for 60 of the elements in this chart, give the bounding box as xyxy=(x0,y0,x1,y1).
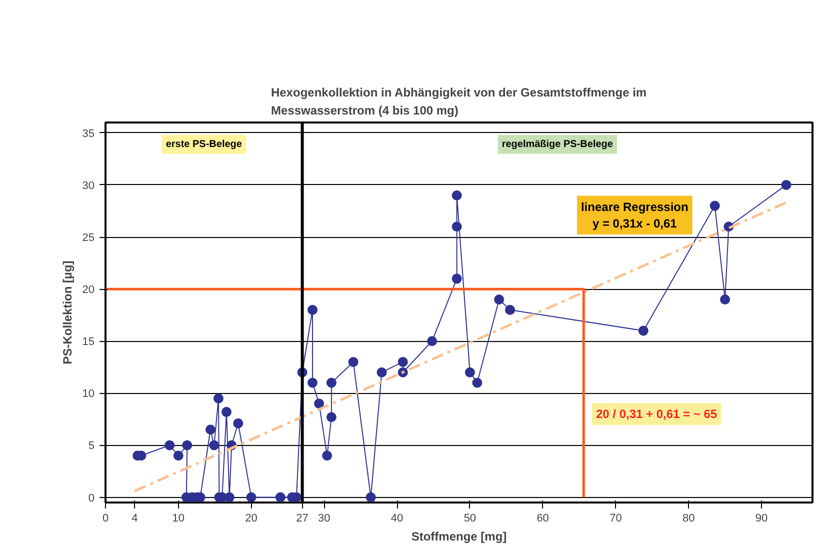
x-tick-label: 20 xyxy=(245,512,258,524)
x-tick-label: 50 xyxy=(464,512,476,524)
x-tick-label: 4 xyxy=(132,512,138,524)
x-tick-label: 0 xyxy=(102,512,109,524)
y-tick-label: 0 xyxy=(88,492,95,504)
point xyxy=(720,294,730,304)
annotation: 20 / 0,31 + 0,61 = ~ 65 xyxy=(596,407,718,422)
point xyxy=(452,190,462,200)
point xyxy=(233,418,244,428)
point xyxy=(182,440,192,450)
point xyxy=(224,492,234,502)
point xyxy=(494,294,504,304)
point xyxy=(398,356,408,367)
x-tick-label: 30 xyxy=(318,512,330,524)
point xyxy=(366,492,376,502)
point xyxy=(308,304,318,315)
point xyxy=(472,378,482,388)
point xyxy=(221,406,232,417)
point xyxy=(505,304,516,315)
point xyxy=(781,180,792,190)
point xyxy=(164,440,175,450)
x-tick-label: 80 xyxy=(682,512,695,524)
point xyxy=(348,356,358,367)
annotation: lineare Regression y = 0,31x - 0,61 xyxy=(580,200,688,231)
y-tick-label: 35 xyxy=(82,128,95,140)
point xyxy=(452,274,462,284)
y-tick-label: 25 xyxy=(82,232,95,244)
y-tick-label: 15 xyxy=(82,336,95,348)
x-tick-label: 70 xyxy=(610,512,622,524)
y-axis-title: PS-Kollektion [µg] xyxy=(60,260,74,364)
x-tick-label: 60 xyxy=(536,512,549,524)
point xyxy=(314,398,324,409)
point xyxy=(308,378,318,388)
point xyxy=(326,378,336,388)
y-tick-label: 30 xyxy=(82,180,95,192)
x-tick-label: 90 xyxy=(755,512,768,524)
point xyxy=(427,336,438,346)
point xyxy=(464,367,475,378)
annotation: regelmäßige PS-Belege xyxy=(502,138,614,150)
point xyxy=(452,222,462,232)
x-axis-title: Stoffmenge [mg] xyxy=(411,530,507,544)
point xyxy=(246,492,256,502)
point xyxy=(638,326,648,336)
x-tick-label: 40 xyxy=(390,512,404,524)
point xyxy=(173,450,184,461)
point xyxy=(213,393,224,404)
y-tick-label: 5 xyxy=(88,440,95,452)
x-tick-label: 27 xyxy=(296,512,308,524)
y-tick-label: 20 xyxy=(82,284,95,296)
x-tick-label: 10 xyxy=(172,512,185,524)
point xyxy=(205,424,216,435)
point xyxy=(275,492,286,502)
point xyxy=(322,450,332,461)
point xyxy=(326,412,336,422)
point xyxy=(376,367,387,378)
point xyxy=(209,440,220,450)
point xyxy=(710,200,720,211)
chart-title: Hexogenkollektion in Abhängigkeit von der Gesamtstoffmenge im Messwasserstrom (4 bis 100 mg) xyxy=(270,85,647,118)
y-tick-label: 10 xyxy=(82,388,95,400)
annotation: erste PS-Belege xyxy=(166,138,242,150)
